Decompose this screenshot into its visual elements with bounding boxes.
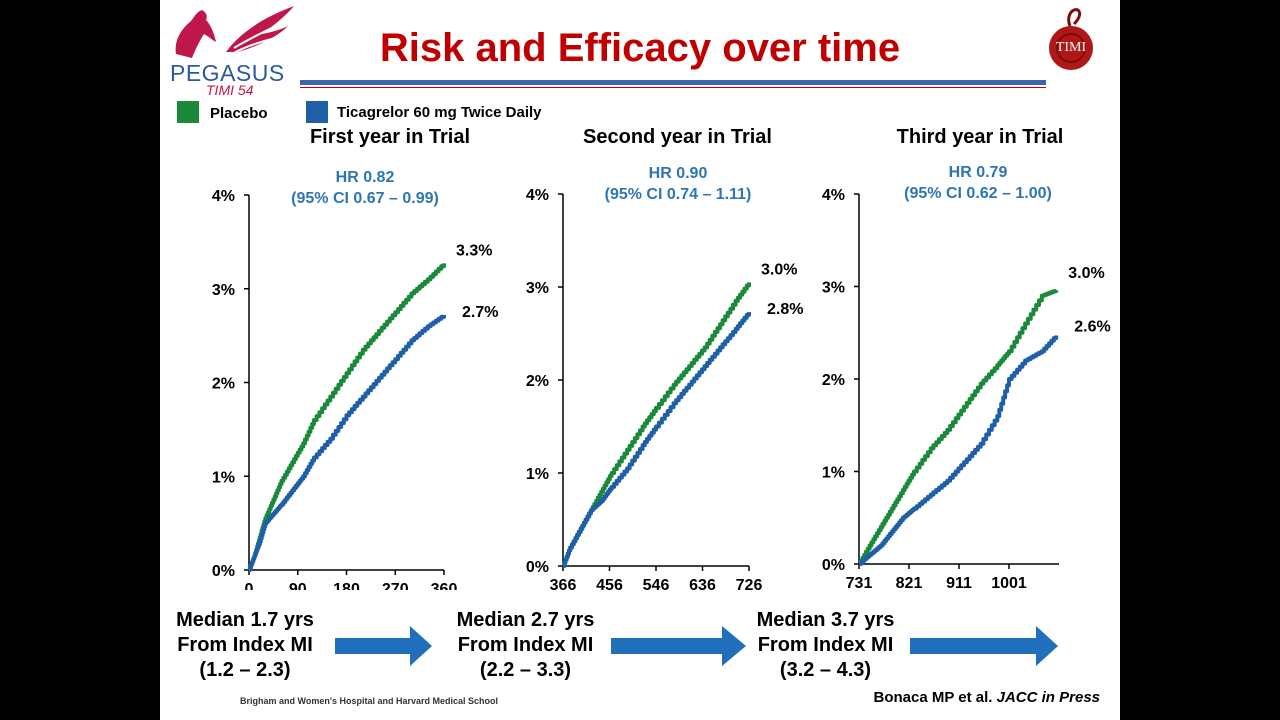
y-tick-label: 0% <box>212 563 235 580</box>
hr-year2: HR 0.90 (95% CI 0.74 – 1.11) <box>563 163 793 205</box>
median-line3: (3.2 – 4.3) <box>779 659 872 681</box>
y-tick-label: 4% <box>212 188 235 205</box>
x-tick-label: 456 <box>596 577 623 590</box>
x-tick-label: 366 <box>550 577 577 590</box>
x-tick-label: 636 <box>689 577 716 590</box>
panel-title-year3: Third year in Trial <box>896 126 1064 148</box>
median-line3: (1.2 – 2.3) <box>199 659 291 681</box>
y-tick-label: 3% <box>822 280 845 297</box>
hr-year3: HR 0.79 (95% CI 0.62 – 1.00) <box>863 162 1093 204</box>
hr-ci: (95% CI 0.74 – 1.11) <box>604 186 752 203</box>
panel-title-year2: Second year in Trial <box>583 126 772 148</box>
median-line1: Median 3.7 yrs <box>756 609 895 631</box>
end-value-label: 3.0% <box>1068 265 1104 282</box>
hr-ci: (95% CI 0.67 – 0.99) <box>291 190 439 207</box>
x-tick-label: 731 <box>846 575 873 590</box>
y-tick-label: 2% <box>526 373 549 390</box>
pegasus-horse-icon <box>175 6 294 58</box>
median-line3: (2.2 – 3.3) <box>479 659 572 681</box>
y-tick-label: 0% <box>526 559 549 576</box>
end-value-label: 2.7% <box>462 304 498 321</box>
x-tick-label: 180 <box>333 581 360 590</box>
pegasus-logo: PEGASUS TIMI 54 <box>166 2 296 98</box>
y-tick-label: 2% <box>212 376 235 393</box>
timi-logo: TIMI <box>1044 4 1100 80</box>
median-year2: Median 2.7 yrs From Index MI (2.2 – 3.3) <box>443 608 608 683</box>
hr-value: HR 0.82 <box>335 169 395 186</box>
y-tick-label: 0% <box>822 557 845 574</box>
citation-authors: Bonaca MP et al. <box>873 689 997 706</box>
slide: PEGASUS TIMI 54 TIMI Risk and Efficacy o… <box>160 0 1120 720</box>
x-tick-label: 546 <box>643 577 670 590</box>
legend-swatch-placebo <box>177 101 199 123</box>
ticagrelor-line <box>858 335 1059 566</box>
placebo-line <box>858 289 1059 566</box>
median-line1: Median 1.7 yrs <box>176 609 314 631</box>
arrow-right-icon <box>910 626 1058 666</box>
x-tick-label: 726 <box>736 577 763 590</box>
citation-journal: JACC in Press <box>996 689 1100 706</box>
placebo-line <box>562 282 751 568</box>
hr-year1: HR 0.82 (95% CI 0.67 – 0.99) <box>250 167 480 209</box>
hr-ci: (95% CI 0.62 – 1.00) <box>904 185 1052 202</box>
y-tick-label: 2% <box>822 372 845 389</box>
citation: Bonaca MP et al. JACC in Press <box>874 689 1100 706</box>
charts-area: 0% 1% 2% 3% 4% 0 90 180 270 360 3.3% 2.7% 0% 1% 2% 3% 4%… <box>212 187 1111 590</box>
arrow-right-icon <box>611 626 746 666</box>
y-tick-label: 1% <box>212 469 235 486</box>
x-tick-label: 821 <box>896 575 923 590</box>
legend-label-placebo: Placebo <box>210 105 268 122</box>
end-value-label: 2.8% <box>767 301 803 318</box>
title-rule-blue <box>300 80 1046 85</box>
logo-sub: TIMI 54 <box>206 82 254 98</box>
slide-title: Risk and Efficacy over time <box>379 26 901 70</box>
legend-swatch-ticagrelor <box>306 101 328 123</box>
end-value-label: 3.3% <box>456 242 492 259</box>
arrows <box>335 626 1058 666</box>
end-value-label: 3.0% <box>761 261 797 278</box>
median-line2: From Index MI <box>457 634 594 656</box>
x-tick-label: 911 <box>946 575 972 590</box>
arrow-right-icon <box>335 626 432 666</box>
median-line2: From Index MI <box>177 634 313 656</box>
y-tick-label: 4% <box>822 187 845 204</box>
median-year1: Median 1.7 yrs From Index MI (1.2 – 2.3) <box>165 608 325 683</box>
logo-name: PEGASUS <box>170 60 285 86</box>
median-line2: From Index MI <box>757 634 894 656</box>
title-rule-red <box>300 87 1046 88</box>
hr-value: HR 0.79 <box>948 164 1008 181</box>
y-tick-label: 4% <box>526 187 549 204</box>
x-tick-label: 1001 <box>991 575 1027 590</box>
hr-value: HR 0.90 <box>648 165 708 182</box>
legend-label-ticagrelor: Ticagrelor 60 mg Twice Daily <box>337 104 542 121</box>
x-tick-label: 0 <box>245 581 254 590</box>
y-tick-label: 1% <box>822 465 845 482</box>
median-line1: Median 2.7 yrs <box>456 609 595 631</box>
y-tick-label: 1% <box>526 466 549 483</box>
ticagrelor-line <box>247 314 446 572</box>
x-tick-label: 270 <box>382 581 409 590</box>
y-tick-label: 3% <box>526 280 549 297</box>
y-tick-label: 3% <box>212 282 235 299</box>
median-year3: Median 3.7 yrs From Index MI (3.2 – 4.3) <box>743 608 908 683</box>
ticagrelor-line <box>562 312 751 568</box>
panel-title-year1: First year in Trial <box>309 126 471 148</box>
timi-logo-text: TIMI <box>1055 40 1087 55</box>
end-value-label: 2.6% <box>1074 319 1110 336</box>
x-tick-label: 360 <box>431 581 458 590</box>
footer-institution: Brigham and Women's Hospital and Harvard… <box>240 696 499 706</box>
x-tick-label: 90 <box>289 581 307 590</box>
